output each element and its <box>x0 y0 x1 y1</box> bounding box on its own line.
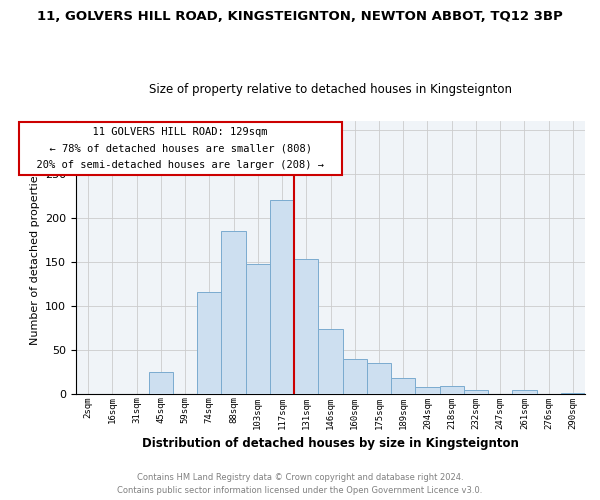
Bar <box>270 200 294 394</box>
Bar <box>391 378 415 394</box>
Bar <box>197 292 221 394</box>
Bar <box>294 259 319 394</box>
Bar <box>512 390 536 394</box>
Bar <box>245 264 270 394</box>
Bar <box>343 360 367 394</box>
Text: Contains HM Land Registry data © Crown copyright and database right 2024.
Contai: Contains HM Land Registry data © Crown c… <box>118 474 482 495</box>
Bar <box>221 231 245 394</box>
Text: 11 GOLVERS HILL ROAD: 129sqm  
  ← 78% of detached houses are smaller (808)  
  : 11 GOLVERS HILL ROAD: 129sqm ← 78% of de… <box>24 127 337 170</box>
Bar <box>464 390 488 394</box>
Title: Size of property relative to detached houses in Kingsteignton: Size of property relative to detached ho… <box>149 83 512 96</box>
Text: 11, GOLVERS HILL ROAD, KINGSTEIGNTON, NEWTON ABBOT, TQ12 3BP: 11, GOLVERS HILL ROAD, KINGSTEIGNTON, NE… <box>37 10 563 23</box>
Bar <box>440 386 464 394</box>
Bar <box>367 363 391 394</box>
Y-axis label: Number of detached properties: Number of detached properties <box>29 170 40 345</box>
X-axis label: Distribution of detached houses by size in Kingsteignton: Distribution of detached houses by size … <box>142 437 519 450</box>
Bar <box>319 330 343 394</box>
Bar <box>149 372 173 394</box>
Bar <box>561 393 585 394</box>
Bar <box>415 386 440 394</box>
